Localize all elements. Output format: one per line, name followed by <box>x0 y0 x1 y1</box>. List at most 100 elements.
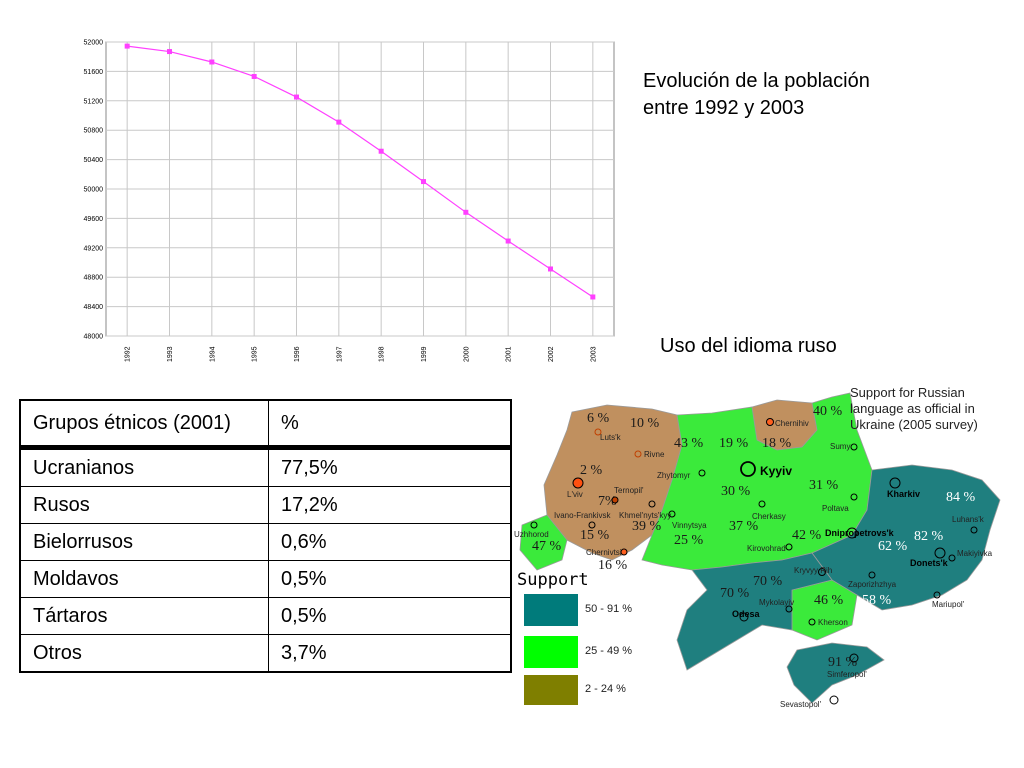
population-point <box>378 148 384 154</box>
city-label-dnipropetrovsk: Dnipropetrovs'k <box>825 528 895 538</box>
city-label-mariupol: Mariupol' <box>932 600 965 609</box>
group-name: Rusos <box>19 486 269 524</box>
language-caption: Uso del idioma ruso <box>660 335 837 357</box>
city-marker-sumy <box>850 443 858 451</box>
group-name: Otros <box>19 634 269 673</box>
city-label-ternopil: Ternopil' <box>614 486 644 495</box>
city-label-zaporizhzhia: Zaporizhzhya <box>848 580 897 589</box>
city-marker-ternopil <box>611 496 619 504</box>
city-marker-kirovohrad <box>785 543 793 551</box>
group-percent: 77,5% <box>268 447 512 487</box>
city-label-zhytomyr: Zhytomyr <box>657 471 691 480</box>
city-label-sumy: Sumy <box>830 442 850 451</box>
y-tick-label: 50400 <box>84 157 104 164</box>
city-label-vinnytsia: Vinnytsya <box>672 521 707 530</box>
pct-kirovohrad: 42 % <box>792 528 822 543</box>
city-label-ivano-frankivsk: Ivano-Frankivsk <box>554 511 611 520</box>
x-tick-label: 2001 <box>506 346 513 362</box>
map-region-south <box>676 552 833 671</box>
city-marker-ivano-frankivsk <box>588 521 596 529</box>
pct-kherson: 46 % <box>814 593 844 608</box>
city-label-rivne: Rivne <box>644 450 665 459</box>
table-row: Rusos 17,2% <box>19 486 512 524</box>
map-svg: Support for Russian language as official… <box>514 385 1001 709</box>
pct-chernivtsi: 16 % <box>598 558 628 573</box>
pct-zhytomyr: 43 % <box>674 436 704 451</box>
city-label-chernivtsi: Chernivtsi <box>586 548 622 557</box>
pct-vinnytsia: 25 % <box>674 533 704 548</box>
group-percent: 17,2% <box>268 486 512 524</box>
map-title-line-3: Ukraine (2005 survey) <box>850 417 978 432</box>
city-marker-donetsk <box>934 547 946 559</box>
city-label-donetsk: Donets'k <box>910 558 949 568</box>
group-name: Ucranianos <box>19 447 269 487</box>
city-marker-chernivtsi <box>620 548 628 556</box>
city-marker-sevastopol <box>829 695 839 705</box>
ukraine-russian-language-map: Support for Russian language as official… <box>512 385 1012 715</box>
city-markers <box>530 418 978 705</box>
city-label-lviv: L'viv <box>567 490 583 499</box>
city-label-kherson: Kherson <box>818 618 848 627</box>
table-row: Moldavos 0,5% <box>19 560 512 598</box>
group-name: Moldavos <box>19 560 269 598</box>
city-label-lutsk: Luts'k <box>600 433 622 442</box>
header-groups: Grupos étnicos (2001) <box>19 399 269 450</box>
pct-volyn: 6 % <box>587 411 610 426</box>
pct-ternopil: 7% <box>598 494 617 509</box>
x-tick-label: 1994 <box>209 346 216 362</box>
y-tick-label: 48800 <box>84 275 104 282</box>
y-tick-label: 51200 <box>84 98 104 105</box>
population-point <box>336 119 342 125</box>
y-tick-label: 48400 <box>84 304 104 311</box>
city-marker-rivne <box>634 450 642 458</box>
city-label-kryvyi-rih: Kryvyy Rih <box>794 566 832 575</box>
city-marker-lviv <box>572 477 584 489</box>
city-marker-luhansk <box>970 526 978 534</box>
y-tick-label: 52000 <box>84 40 104 47</box>
x-tick-label: 1998 <box>379 346 386 362</box>
map-region-zakarpattia <box>519 514 568 571</box>
group-percent: 0,6% <box>268 523 512 561</box>
population-point <box>294 94 299 100</box>
pct-crimea: 91 % <box>828 655 858 670</box>
x-tick-label: 2002 <box>548 346 555 362</box>
map-title-line-2: language as official in <box>850 401 975 416</box>
y-tick-label: 49600 <box>84 216 104 223</box>
group-percent: 0,5% <box>268 560 512 598</box>
header-percent: % <box>268 399 512 450</box>
city-marker-poltava <box>850 493 858 501</box>
city-marker-makiivka <box>948 554 956 562</box>
x-tick-label: 1995 <box>252 346 259 362</box>
pct-kyiv-city: 30 % <box>721 484 751 499</box>
city-marker-cherkasy <box>758 500 766 508</box>
pct-kharkiv: 84 % <box>946 490 976 505</box>
population-line-chart: 48000 48400 48800 49200 49600 50000 50400 50800… <box>78 32 618 372</box>
city-marker-zaporizhzhia <box>868 571 876 579</box>
city-label-mykolaiv: Mykolayiv <box>759 598 794 607</box>
table-row: Otros 3,7% <box>19 634 512 673</box>
city-marker-kharkiv <box>889 477 901 489</box>
pct-zaporizhzhia: 58 % <box>862 593 892 608</box>
city-marker-kyiv <box>740 461 756 477</box>
map-title-line-1: Support for Russian <box>850 385 965 400</box>
city-label-poltava: Poltava <box>822 504 849 513</box>
city-label-khmelnytskyi: Khmel'nyts'kyy <box>619 511 671 520</box>
population-point <box>463 209 469 215</box>
city-label-sevastopol: Sevastopol' <box>780 700 822 709</box>
population-chart-svg: 48000 48400 48800 49200 49600 50000 50400 50800… <box>84 40 615 362</box>
population-point <box>548 266 553 272</box>
pct-khmelnytskyi: 39 % <box>632 519 662 534</box>
x-tick-label: 1993 <box>167 346 174 362</box>
pct-rivne: 10 % <box>630 416 660 431</box>
city-marker-odesa <box>739 612 749 622</box>
city-label-kyiv: Kyyiv <box>760 464 792 478</box>
population-point <box>124 43 130 49</box>
legend-label-low: 2 - 24 % <box>585 683 626 695</box>
city-marker-dnipropetrovsk <box>846 527 858 539</box>
city-label-simferopol: Simferopol' <box>827 670 867 679</box>
population-series-line <box>127 45 594 298</box>
city-marker-uzhhorod <box>530 521 538 529</box>
y-tick-label: 48000 <box>84 334 104 341</box>
city-marker-chernihiv <box>766 418 774 426</box>
legend-swatch-high <box>524 594 578 626</box>
